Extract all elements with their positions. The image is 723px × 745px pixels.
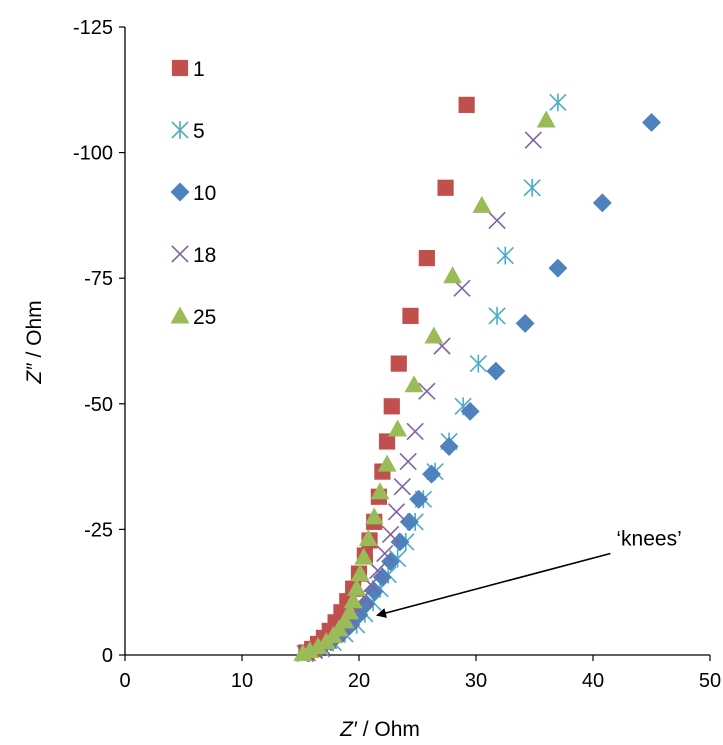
- annotation-label: ‘knees’: [616, 527, 681, 550]
- data-point: [439, 437, 459, 456]
- data-point: [377, 454, 397, 472]
- y-tick-label: -25: [84, 519, 113, 541]
- legend-item-25: 25: [170, 306, 216, 329]
- legend-marker: [170, 306, 190, 324]
- legend: 1 5 10 18 25: [170, 58, 216, 329]
- data-point: [406, 422, 424, 441]
- data-point: [369, 561, 387, 580]
- data-point: [523, 178, 541, 197]
- data-point: [404, 375, 424, 393]
- legend-label: 18: [193, 244, 216, 267]
- legend-label: 25: [193, 306, 216, 329]
- legend-label: 5: [193, 120, 205, 143]
- data-point: [458, 96, 475, 113]
- annotation-layer: ‘knees’: [376, 527, 682, 618]
- legend-item-1: 1: [171, 58, 205, 81]
- data-point: [409, 489, 429, 509]
- data-point: [642, 113, 661, 132]
- annotation-arrow: [376, 552, 611, 618]
- data-point: [390, 355, 407, 372]
- legend-label: 1: [193, 58, 205, 81]
- x-axis-label-unit: / Ohm: [357, 718, 420, 741]
- data-point: [370, 482, 390, 500]
- series-10: [299, 113, 661, 663]
- y-tick-label: -100: [73, 143, 113, 165]
- data-point: [515, 313, 535, 333]
- legend-marker: [171, 121, 189, 139]
- data-point: [524, 131, 542, 149]
- data-point: [381, 552, 401, 572]
- legend-marker: [170, 182, 190, 202]
- data-point: [472, 195, 492, 213]
- legend-item-18: 18: [171, 244, 216, 267]
- y-tick-label: -50: [84, 394, 113, 416]
- data-point: [347, 578, 367, 596]
- x-axis-label-symbol: Z′: [339, 718, 358, 741]
- data-point: [381, 525, 400, 544]
- data-point: [488, 211, 506, 230]
- series-25: [293, 110, 556, 662]
- series-layer: [293, 93, 661, 663]
- data-point: [354, 547, 374, 565]
- x-tick-label: 30: [465, 670, 487, 692]
- data-point: [387, 503, 406, 521]
- data-point: [399, 452, 417, 471]
- data-point: [372, 567, 392, 587]
- data-point: [486, 361, 506, 381]
- data-point: [376, 544, 394, 563]
- data-point: [402, 307, 419, 324]
- data-point: [437, 179, 454, 196]
- data-point: [356, 594, 376, 614]
- data-point: [390, 532, 410, 552]
- data-point: [335, 611, 355, 629]
- data-point: [422, 464, 441, 484]
- y-tick-label: 0: [102, 645, 113, 667]
- legend-marker: [171, 245, 189, 263]
- data-point: [364, 507, 384, 525]
- x-tick-label: 0: [119, 670, 130, 692]
- y-tick-label: -125: [73, 17, 113, 39]
- x-axis-label: Z′ / Ohm: [339, 718, 420, 741]
- x-tick-label: 50: [699, 670, 721, 692]
- y-axis-label-unit: / Ohm: [23, 300, 46, 363]
- data-point: [388, 419, 408, 437]
- y-tick-label: -75: [84, 268, 113, 290]
- data-point: [308, 637, 328, 655]
- data-point: [340, 602, 360, 620]
- data-point: [488, 306, 506, 325]
- legend-marker: [171, 59, 189, 77]
- data-point: [383, 398, 400, 415]
- y-axis-label: Z″ / Ohm: [23, 300, 46, 384]
- data-point: [460, 401, 480, 421]
- data-point: [378, 433, 396, 450]
- data-point: [548, 258, 568, 278]
- data-point: [592, 193, 612, 213]
- data-point: [358, 528, 378, 547]
- data-point: [496, 246, 514, 265]
- data-point: [418, 250, 435, 267]
- data-point: [536, 110, 556, 128]
- data-point: [399, 512, 419, 532]
- data-point: [469, 354, 488, 373]
- data-point: [350, 564, 370, 582]
- data-point: [393, 478, 411, 496]
- x-tick-label: 20: [348, 670, 370, 692]
- data-point: [549, 93, 567, 112]
- x-tick-label: 10: [231, 670, 253, 692]
- x-tick-label: 40: [582, 670, 604, 692]
- axes: 0 10 20 30 40 50 0 -25 -50 -75 -100 -125: [73, 17, 721, 692]
- data-point: [443, 266, 463, 284]
- legend-item-5: 5: [171, 120, 205, 143]
- data-point: [418, 382, 436, 400]
- y-axis-label-symbol: Z″: [23, 362, 46, 385]
- legend-item-10: 10: [170, 182, 216, 205]
- data-point: [424, 326, 444, 344]
- data-point: [343, 591, 363, 609]
- legend-label: 10: [193, 182, 216, 205]
